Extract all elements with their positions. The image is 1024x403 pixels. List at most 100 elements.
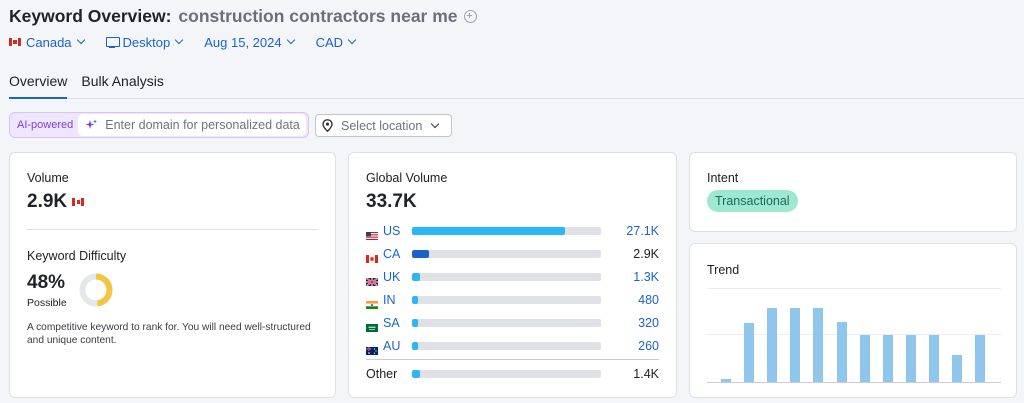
uk-flag-icon [365,273,379,287]
trend-bar[interactable] [882,334,893,382]
add-keyword-icon[interactable] [463,9,477,23]
canada-flag-icon [366,250,378,263]
location-placeholder: Select location [341,118,423,133]
gv-divider [366,359,659,360]
trend-card: Trend [689,243,1017,398]
trend-bar[interactable] [744,323,755,382]
filter-bar: Canada Desktop Aug 15, 2024 CAD [9,34,357,50]
chevron-down-icon [175,35,184,45]
kd-donut [79,273,113,307]
gv-value: 480 [638,293,659,307]
date-filter[interactable]: Aug 15, 2024 [204,34,295,50]
gv-bar-fill [412,250,429,258]
trend-bar[interactable] [859,334,870,382]
chevron-down-icon [347,35,357,45]
gv-country-code: US [383,224,401,238]
trend-bar[interactable] [813,307,824,382]
gv-other-fill [412,370,420,378]
tab-bar: Overview Bulk Analysis [9,73,178,99]
gv-country-code: UK [383,270,401,284]
country-label: Canada [26,34,72,50]
intent-badge: Transactional [707,190,798,212]
kd-label: Keyword Difficulty [27,249,127,263]
india-flag-icon [366,296,378,309]
trend-bar[interactable] [975,334,986,382]
volume-label: Volume [27,171,69,185]
page-title-row: Keyword Overview: construction contracto… [9,5,477,27]
gv-bar-track [412,273,601,281]
gv-country-code: IN [383,293,396,307]
desktop-icon [105,36,120,48]
chevron-down-icon [431,119,440,129]
domain-input[interactable]: Enter domain for personalized data [78,114,306,136]
location-pin-icon [322,119,333,132]
kd-value: 48% [27,272,66,293]
card-divider [27,229,318,230]
tab-overview[interactable]: Overview [9,73,68,99]
gv-country-code: AU [383,339,401,353]
gv-bar-fill [412,296,418,304]
gv-country-code: CA [383,247,401,261]
ai-domain-box: AI-powered Enter domain for personalized… [9,112,309,138]
gv-other-label: Other [366,367,398,381]
trend-bar[interactable] [767,307,778,382]
trend-bar[interactable] [928,334,939,382]
currency-label: CAD [315,34,344,50]
trend-bar[interactable] [952,355,962,382]
trend-bar[interactable] [721,379,731,382]
gv-row-other: Other 1.4K [366,367,659,381]
gv-bar-track [412,227,601,235]
volume-card: Volume 2.9K Keyword Difficulty 48% Possi… [9,152,336,398]
global-volume-value: 33.7K [366,191,417,212]
gv-bar-track [412,319,601,327]
tab-bulk-analysis[interactable]: Bulk Analysis [81,73,164,89]
gv-value: 27.1K [626,224,659,238]
trend-bar[interactable] [905,334,916,382]
gv-bar-track [412,296,601,304]
ai-powered-badge: AI-powered [17,119,74,131]
intent-card: Intent Transactional [689,152,1017,232]
gv-row[interactable]: IN 480 [366,293,659,309]
country-filter[interactable]: Canada [9,34,85,50]
gv-bar-fill [412,227,566,235]
australia-flag-icon [366,342,378,355]
volume-value: 2.9K [27,191,68,212]
us-flag-icon [366,227,378,240]
gv-value: 320 [638,316,659,330]
trend-chart [707,288,1001,383]
gv-country-code: SA [383,316,400,330]
chevron-down-icon [286,35,295,45]
gv-bar-fill [412,342,418,350]
location-select[interactable]: Select location [315,114,452,137]
gv-value: 260 [638,339,659,353]
saudi-flag-icon [366,319,378,332]
gv-bar-track [412,342,601,350]
gv-row[interactable]: UK 1.3K [365,270,659,287]
date-label: Aug 15, 2024 [204,34,282,50]
device-label: Desktop [122,34,171,50]
gv-row[interactable]: SA 320 [366,316,659,332]
canada-flag-icon [72,198,85,206]
page-title: Keyword Overview: [9,5,172,26]
trend-bar[interactable] [836,322,847,382]
canada-flag-icon [9,38,21,46]
volume-value-row: 2.9K [27,191,85,213]
device-filter[interactable]: Desktop [105,34,184,50]
domain-input-placeholder: Enter domain for personalized data [105,118,300,132]
gv-bar-track [412,250,601,258]
trend-bar[interactable] [790,307,801,382]
gv-row[interactable]: CA 2.9K [366,247,659,263]
chevron-down-icon [76,35,85,45]
gv-bar-fill [412,319,418,327]
kd-description: A competitive keyword to rank for. You w… [27,322,311,346]
gv-row[interactable]: US 27.1K [366,224,659,240]
tabs-divider [9,98,1024,99]
gv-row[interactable]: AU 260 [366,339,659,355]
global-volume-label: Global Volume [366,171,448,185]
sparkle-icon [85,119,98,129]
currency-filter[interactable]: CAD [315,34,357,50]
keyword-title: construction contractors near me [178,5,458,26]
intent-label: Intent [707,171,739,185]
grid-line [707,334,1001,335]
gv-value: 1.3K [633,270,659,284]
